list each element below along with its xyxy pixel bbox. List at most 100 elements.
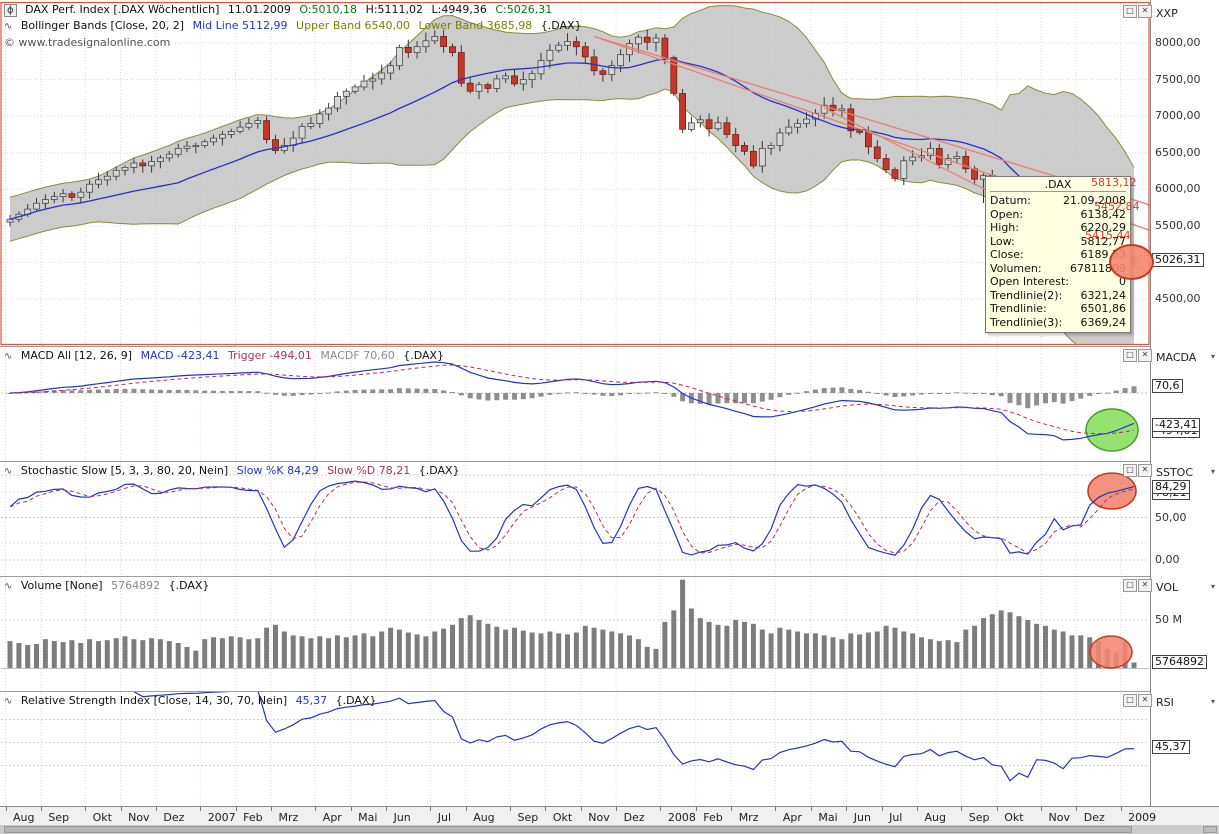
axis-month-label: Dez: [623, 811, 645, 824]
bar-date: 11.01.2009: [227, 3, 291, 16]
tooltip-row: Datum: 21.09.2008: [990, 194, 1126, 207]
macd-name: MACD All [12, 26, 9]: [20, 349, 133, 362]
price-panel-title: ϕ DAX Perf. Index [.DAX Wöchentlich] 11.…: [4, 3, 557, 17]
bollinger-name: Bollinger Bands [Close, 20, 2]: [20, 19, 185, 32]
data-tooltip: .DAX Datum: 21.09.2008 Open: 6138,42 High: 62…: [985, 176, 1131, 333]
axis-tick: [660, 807, 662, 811]
scale-value-box: 5026,31: [1152, 253, 1204, 267]
scale-gridline-label: 5500,00: [1155, 219, 1201, 232]
chevron-down-icon[interactable]: ▾: [1210, 582, 1215, 591]
rsi-panel-title: ∿ Relative Strength Index [Close, 14, 30…: [4, 694, 382, 707]
axis-month-label: Mai: [358, 811, 378, 824]
axis-month-label: Apr: [782, 811, 802, 824]
scale-gridline-label: 7000,00: [1155, 109, 1201, 122]
macd-panel: [7, 361, 1139, 452]
highlight-ellipse-volume: [1089, 635, 1133, 669]
instrument-name: DAX Perf. Index [.DAX Wöchentlich]: [25, 3, 220, 16]
bollinger-mid-line: [9, 58, 1135, 260]
tooltip-row: Trendlinie(3): 6369,24: [990, 315, 1126, 329]
symbol-suffix: {.DAX}: [403, 349, 445, 362]
axis-month-label: 2009: [1128, 811, 1157, 824]
macd-line: [9, 361, 1135, 441]
close-icon[interactable]: ✕: [1138, 464, 1152, 477]
tooltip-row: Volumen: 67811809: [990, 261, 1126, 275]
scrollbar-corner: [1203, 826, 1217, 833]
minimize-icon[interactable]: □: [1123, 694, 1137, 707]
panel-shortcut-rsi[interactable]: RSI ▾: [1156, 696, 1218, 709]
minimize-icon[interactable]: □: [1123, 349, 1137, 362]
stoch-k-value: Slow %K 84,29: [236, 464, 319, 477]
close-icon[interactable]: ✕: [1138, 349, 1152, 362]
axis-tick: [996, 807, 998, 811]
selected-panel-border: [0, 1, 1150, 346]
bollinger-lower-line: [9, 88, 1077, 344]
scale-value-box: 70,6: [1152, 379, 1183, 393]
scale-value-box: 5764892: [1152, 655, 1207, 669]
bollinger-upper: Upper Band 6540,00: [296, 19, 411, 32]
axis-month-label: Mai: [818, 811, 838, 824]
axis-tick: [731, 807, 733, 811]
axis-month-label: Nov: [1048, 811, 1070, 824]
axis-month-label: Nov: [128, 811, 150, 824]
stoch-name: Stochastic Slow [5, 3, 3, 80, 20, Nein]: [20, 464, 229, 477]
trendline-value-label: 5813,12: [1091, 176, 1137, 190]
panel-shortcut-stochastic[interactable]: SSTOC ▾: [1156, 466, 1218, 479]
close-icon[interactable]: ✕: [1138, 694, 1152, 707]
macd-trigger-value: Trigger -494,01: [228, 349, 312, 362]
scale-value-box: 45,37: [1152, 740, 1190, 754]
close-icon[interactable]: ✕: [1138, 579, 1152, 592]
axis-month-label: Sep: [48, 811, 70, 824]
axis-tick: [465, 807, 467, 811]
bollinger-band-area: [10, 5, 1134, 344]
scale-gridline-label: 0,00: [1155, 553, 1180, 566]
shortcut-label: VOL: [1156, 581, 1179, 594]
axis-month-label: Jul: [889, 811, 903, 824]
indicator-icon: ∿: [4, 696, 13, 707]
rsi-value: 45,37: [295, 694, 328, 707]
panel-shortcut-volume[interactable]: VOL ▾: [1156, 581, 1218, 594]
chevron-down-icon[interactable]: ▾: [1210, 697, 1215, 706]
axis-tick: [775, 807, 777, 811]
scale-gridline-label: 8000,00: [1155, 36, 1201, 49]
chevron-down-icon[interactable]: ▾: [1210, 352, 1215, 361]
axis-month-label: Okt: [92, 811, 112, 824]
close-icon[interactable]: ✕: [1138, 5, 1152, 18]
axis-tick: [85, 807, 87, 811]
panel-window-buttons: □ ✕: [1123, 579, 1152, 592]
highlight-ellipse-stochastic: [1087, 472, 1137, 510]
indicator-icon: ∿: [4, 466, 13, 477]
time-axis: Aug Sep Okt Nov Dez 2007 Feb Mrz Apr Mai Jun Jul Aug…: [0, 806, 1219, 825]
trendline-value-label: 5452,84: [1094, 199, 1140, 213]
minimize-icon[interactable]: □: [1123, 464, 1137, 477]
scrollbar-thumb[interactable]: [4, 826, 1132, 833]
axis-tick: [616, 807, 618, 811]
chevron-down-icon[interactable]: ▾: [1210, 467, 1215, 476]
volume-panel: [7, 579, 1137, 669]
panel-shortcut-macd[interactable]: MACDA ▾: [1156, 351, 1218, 364]
minimize-icon[interactable]: □: [1123, 579, 1137, 592]
axis-month-label: Aug: [924, 811, 946, 824]
panel-shortcut-price[interactable]: XXP: [1156, 7, 1218, 20]
scale-value-box: 84,29: [1152, 480, 1190, 494]
price-panel: [6, 5, 1150, 344]
tooltip-row: Open: 6138,42: [990, 207, 1126, 221]
shortcut-label: XXP: [1156, 7, 1178, 20]
axis-month-label: Jun: [393, 811, 411, 824]
tooltip-row: Low: 5812,77: [990, 234, 1126, 248]
axis-tick: [881, 807, 883, 811]
axis-month-label: Sep: [517, 811, 539, 824]
rsi-name: Relative Strength Index [Close, 14, 30, …: [20, 694, 288, 707]
axis-month-label: Apr: [322, 811, 342, 824]
rsi-line: [133, 692, 1135, 782]
macd-value: MACD -423,41: [140, 349, 220, 362]
macd-panel-title: ∿ MACD All [12, 26, 9] MACD -423,41 Trig…: [4, 349, 449, 362]
high-value: H:5111,02: [365, 3, 424, 16]
axis-tick: [810, 807, 812, 811]
minimize-icon[interactable]: □: [1123, 5, 1137, 18]
horizontal-scrollbar[interactable]: [0, 825, 1219, 834]
copyright: © www.tradesignalonline.com: [4, 36, 171, 49]
bollinger-title: ∿ Bollinger Bands [Close, 20, 2] Mid Lin…: [4, 19, 587, 32]
axis-month-label: Feb: [243, 811, 263, 824]
shortcut-label: RSI: [1156, 696, 1174, 709]
stochastic-panel-title: ∿ Stochastic Slow [5, 3, 3, 80, 20, Nein…: [4, 464, 465, 477]
